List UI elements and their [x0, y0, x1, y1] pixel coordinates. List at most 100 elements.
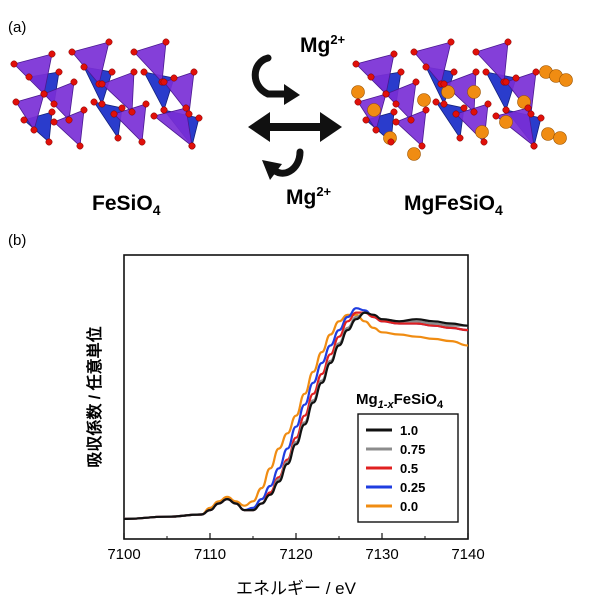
legend-entry-0.5: 0.5	[400, 461, 418, 476]
oxygen-atom	[185, 110, 193, 118]
oxygen-atom	[76, 142, 84, 150]
oxygen-atom	[108, 68, 116, 76]
oxygen-atom	[162, 38, 170, 46]
purple-tetrahedron	[395, 109, 427, 147]
oxygen-atom	[452, 110, 460, 118]
oxygen-atom	[12, 98, 20, 106]
magnesium-atom	[553, 131, 567, 145]
oxygen-atom	[140, 68, 148, 76]
oxygen-atom	[68, 48, 76, 56]
oxygen-atom	[55, 68, 63, 76]
magnesium-atom	[499, 115, 513, 129]
legend-entry-0.0: 0.0	[400, 499, 418, 514]
oxygen-atom	[138, 138, 146, 146]
magnesium-atom	[559, 73, 573, 87]
oxygen-atom	[128, 108, 136, 116]
oxygen-atom	[407, 116, 415, 124]
oxygen-atom	[530, 142, 538, 150]
purple-tetrahedron	[43, 81, 75, 121]
purple-tetrahedron	[53, 109, 85, 147]
oxygen-atom	[130, 68, 138, 76]
oxygen-atom	[80, 106, 88, 114]
legend-title: Mg1-xFeSiO4	[356, 391, 444, 411]
oxygen-atom	[504, 38, 512, 46]
magnesium-atom	[351, 85, 365, 99]
oxygen-atom	[512, 74, 520, 82]
oxygen-atom	[25, 73, 33, 81]
ion-exchange-arrows	[248, 54, 342, 180]
oxygen-atom	[447, 38, 455, 46]
oxygen-atom	[484, 100, 492, 108]
oxygen-atom	[537, 114, 545, 122]
oxygen-atom	[48, 108, 56, 116]
oxygen-atom	[440, 80, 448, 88]
oxygen-atom	[392, 100, 400, 108]
magnesium-atom	[441, 85, 455, 99]
oxygen-atom	[460, 104, 468, 112]
x-tick-label: 7140	[451, 546, 484, 563]
x-tick-label: 7100	[107, 546, 140, 563]
oxygen-atom	[472, 68, 480, 76]
oxygen-atom	[182, 104, 190, 112]
oxygen-atom	[367, 73, 375, 81]
oxygen-atom	[98, 100, 106, 108]
blue-tetrahedron	[93, 101, 123, 140]
legend-entry-0.75: 0.75	[400, 442, 425, 457]
oxygen-atom	[387, 138, 395, 146]
mg-ion-bottom-label: Mg2+	[286, 184, 332, 209]
oxygen-atom	[456, 134, 464, 142]
x-axis-label: エネルギー / eV	[236, 579, 357, 598]
oxygen-atom	[98, 80, 106, 88]
oxygen-atom	[362, 116, 370, 124]
oxygen-atom	[105, 38, 113, 46]
mgfesio4-crystal-structure	[351, 38, 573, 161]
panel-a-label: (a)	[8, 19, 26, 36]
oxygen-atom	[524, 104, 532, 112]
oxygen-atom	[45, 138, 53, 146]
mg-ion-top-label: Mg2+	[300, 32, 346, 57]
oxygen-atom	[410, 48, 418, 56]
oxygen-atom	[422, 106, 430, 114]
magnesium-atom	[467, 85, 481, 99]
oxygen-atom	[354, 98, 362, 106]
oxygen-atom	[450, 68, 458, 76]
oxygen-atom	[65, 116, 73, 124]
series-line-1.0	[123, 311, 469, 520]
panel-b-label: (b)	[8, 232, 26, 249]
legend-entry-1.0: 1.0	[400, 423, 418, 438]
oxygen-atom	[502, 106, 510, 114]
magnesium-atom	[407, 147, 421, 161]
oxygen-atom	[30, 126, 38, 134]
oxygen-atom	[190, 68, 198, 76]
oxygen-atom	[470, 108, 478, 116]
purple-tetrahedron	[133, 41, 167, 83]
oxygen-atom	[195, 114, 203, 122]
blue-tetrahedron	[435, 101, 465, 140]
oxygen-atom	[397, 68, 405, 76]
oxygen-atom	[352, 60, 360, 68]
fesio4-label: FeSiO4	[92, 192, 161, 218]
mgfesio4-label: MgFeSiO4	[404, 192, 503, 218]
purple-tetrahedron	[101, 71, 135, 113]
oxygen-atom	[440, 100, 448, 108]
oxygen-atom	[390, 108, 398, 116]
oxygen-atom	[20, 116, 28, 124]
oxygen-atom	[90, 98, 98, 106]
purple-tetrahedron	[15, 93, 45, 131]
oxygen-atom	[80, 63, 88, 71]
oxygen-atom	[170, 74, 178, 82]
oxygen-atom	[48, 50, 56, 58]
oxygen-atom	[70, 78, 78, 86]
oxygen-atom	[130, 48, 138, 56]
oxygen-atom	[142, 100, 150, 108]
oxygen-atom	[50, 118, 58, 126]
x-tick-label: 7130	[365, 546, 398, 563]
magnesium-atom	[417, 93, 431, 107]
oxygen-atom	[527, 110, 535, 118]
oxygen-atom	[188, 142, 196, 150]
oxygen-atom	[382, 90, 390, 98]
oxygen-atom	[118, 104, 126, 112]
purple-tetrahedron	[475, 41, 509, 83]
oxygen-atom	[114, 134, 122, 142]
series-line-0.0	[123, 313, 469, 520]
